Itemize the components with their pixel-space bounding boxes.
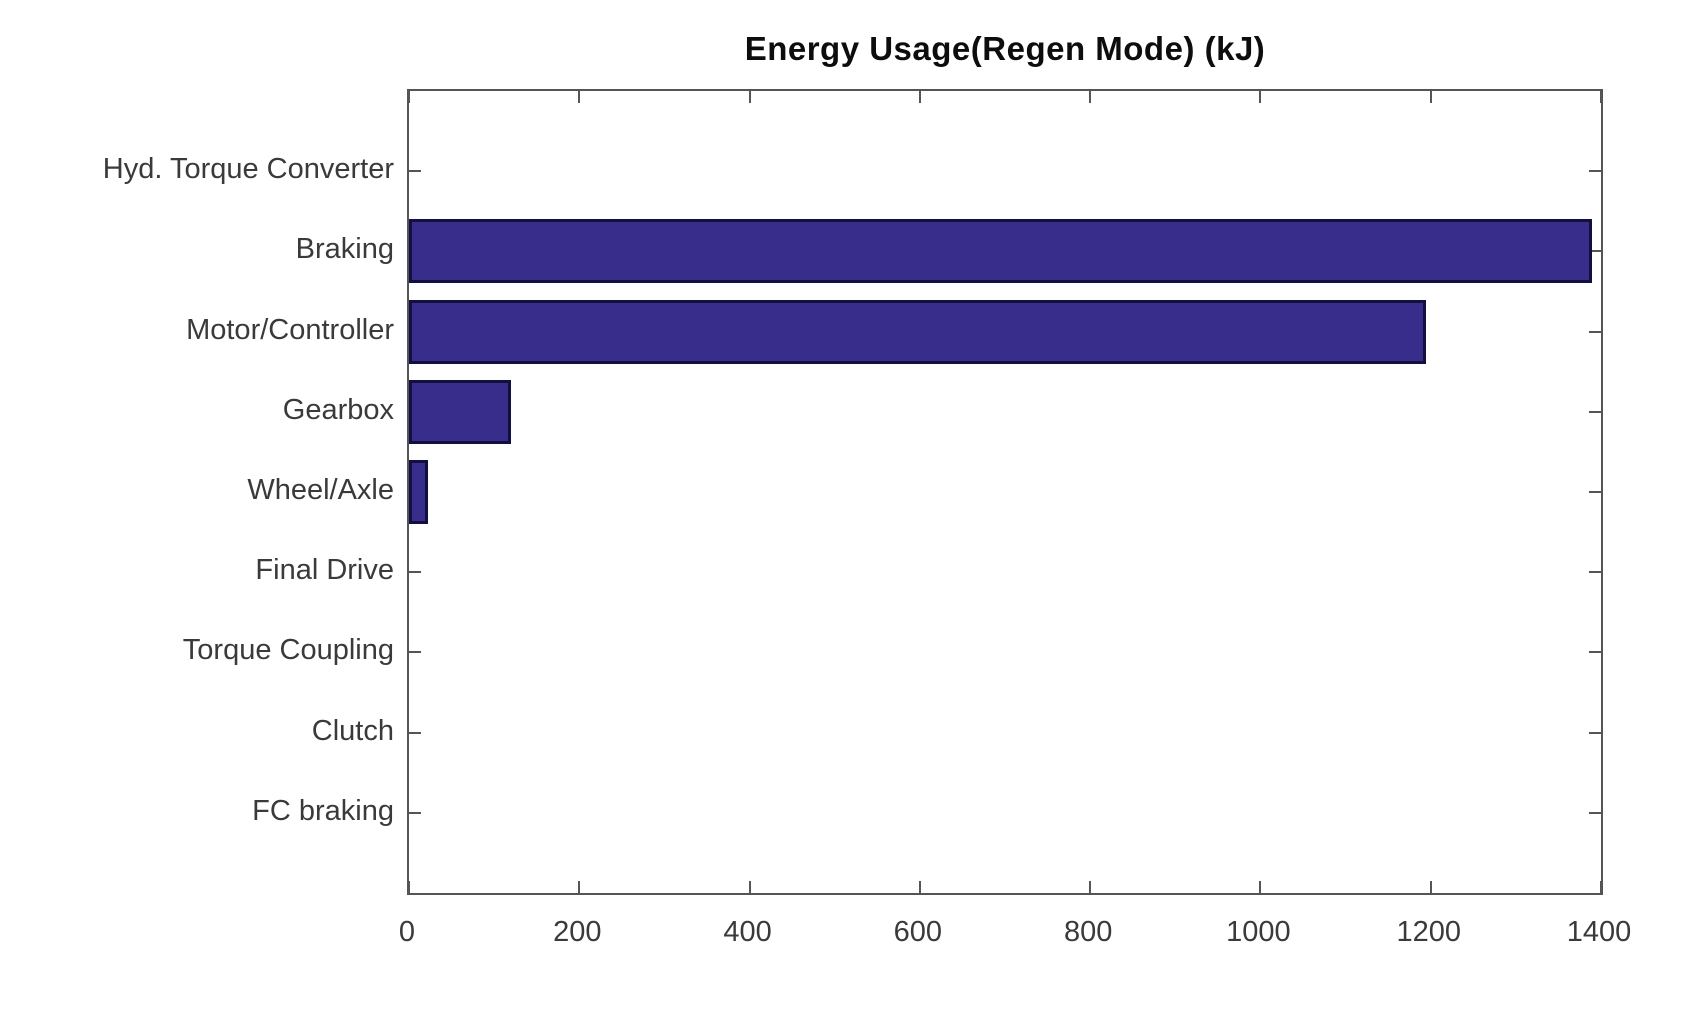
bar-gearbox [409, 379, 511, 444]
x-tick-mark-bottom [1089, 881, 1092, 893]
y-tick-label: Hyd. Torque Converter [102, 153, 394, 186]
y-tick-label: Gearbox [282, 393, 394, 426]
y-tick-label: Motor/Controller [186, 313, 394, 346]
x-tick-label: 200 [553, 916, 602, 948]
x-tick-label: 0 [398, 916, 416, 948]
y-tick-label: Wheel/Axle [247, 474, 394, 506]
plot-area [407, 89, 1603, 895]
y-tick-mark-right [1589, 250, 1601, 253]
x-tick-mark-bottom [408, 881, 410, 893]
y-tick-label: Torque Coupling [182, 634, 394, 667]
x-tick-label: 1400 [1566, 916, 1632, 948]
x-tick-mark-top [1089, 91, 1092, 103]
y-tick-mark-left [409, 811, 421, 814]
x-tick-label: 1000 [1226, 916, 1291, 948]
x-tick-label: 800 [1063, 916, 1113, 948]
x-tick-mark-bottom [1259, 881, 1262, 893]
y-tick-mark-left [409, 170, 421, 173]
y-tick-mark-left [409, 651, 421, 654]
y-tick-mark-left [409, 571, 421, 574]
x-tick-mark-bottom [918, 881, 921, 893]
y-tick-mark-left [409, 731, 421, 734]
x-tick-mark-bottom [1429, 881, 1432, 893]
x-tick-mark-top [1600, 91, 1602, 103]
x-tick-label: 1200 [1396, 916, 1461, 948]
y-tick-mark-right [1589, 410, 1601, 413]
y-axis-labels: Hyd. Torque Converter Braking Motor/Contro… [0, 89, 394, 891]
x-tick-mark-top [748, 91, 751, 103]
y-tick-label: Braking [295, 233, 394, 266]
x-tick-mark-bottom [578, 881, 581, 893]
y-tick-label: Clutch [311, 714, 394, 747]
y-tick-mark-right [1589, 491, 1601, 493]
y-tick-mark-right [1589, 651, 1601, 654]
y-tick-label: FC braking [252, 794, 394, 827]
bar-braking [409, 219, 1592, 284]
bar-motor-controller [409, 299, 1426, 364]
y-tick-label: Final Drive [255, 554, 394, 587]
x-tick-mark-top [1429, 91, 1432, 103]
x-tick-mark-top [1259, 91, 1262, 103]
x-tick-mark-top [408, 91, 410, 103]
x-axis-labels: 0 200 400 600 800 1000 1200 1400 [399, 908, 1631, 958]
y-tick-mark-right [1589, 731, 1601, 734]
y-tick-mark-right [1589, 811, 1601, 814]
x-tick-label: 600 [893, 916, 943, 948]
y-tick-mark-right [1589, 330, 1601, 333]
y-tick-mark-right [1589, 170, 1601, 173]
x-tick-mark-top [918, 91, 921, 103]
x-tick-mark-bottom [1600, 881, 1602, 893]
x-tick-mark-top [578, 91, 581, 103]
bar-wheel-axle [409, 460, 428, 524]
x-tick-label: 400 [723, 916, 772, 948]
y-tick-mark-right [1589, 571, 1601, 574]
x-tick-mark-bottom [748, 881, 751, 893]
chart-title: Energy Usage(Regen Mode) (kJ) [744, 30, 1266, 67]
